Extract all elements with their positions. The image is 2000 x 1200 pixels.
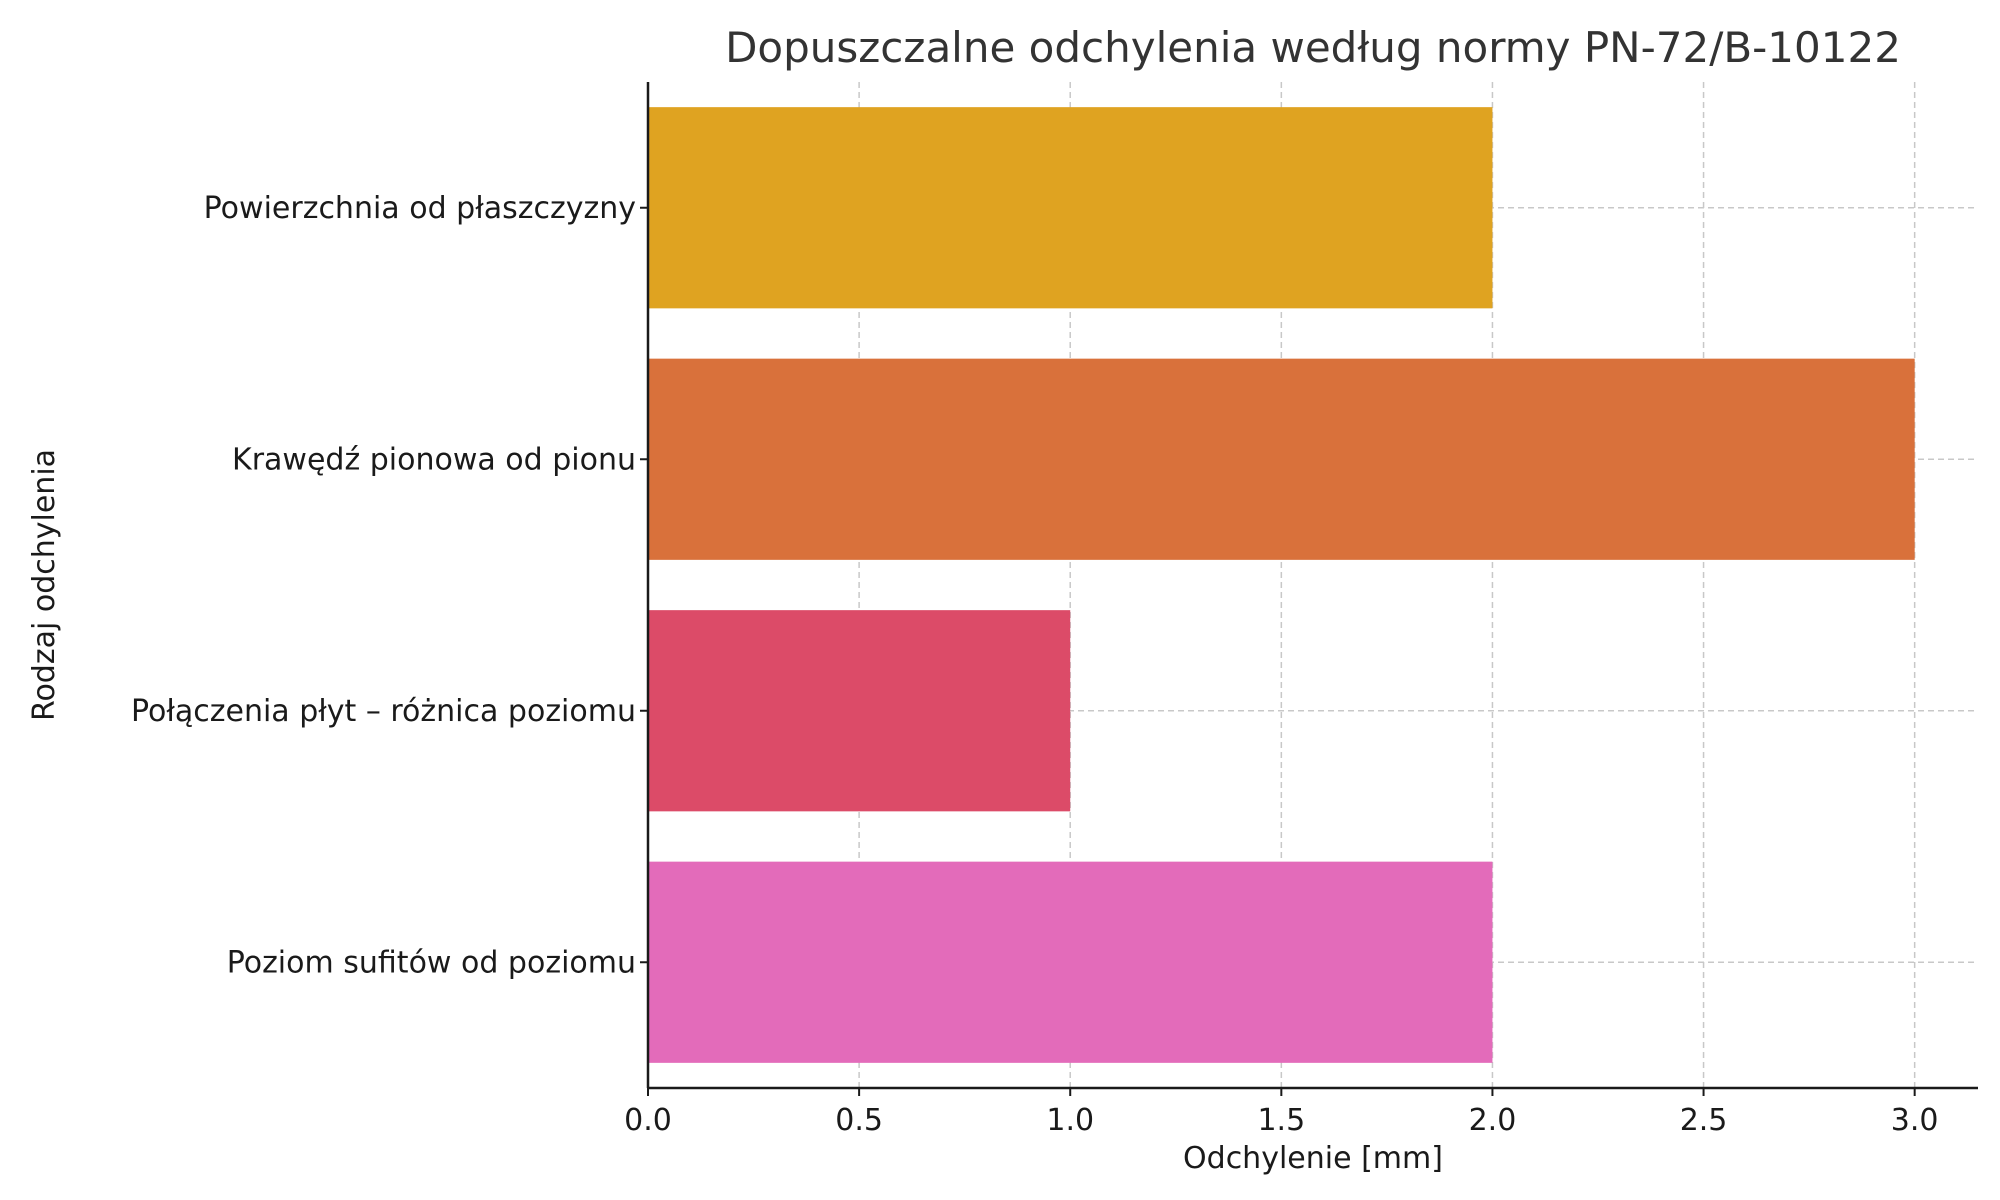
bar <box>648 610 1071 812</box>
y-axis-label: Rodzaj odchylenia <box>27 449 62 721</box>
chart-title: Dopuszczalne odchylenia według normy PN-… <box>725 23 1901 72</box>
bar <box>648 358 1915 560</box>
x-tick-label: 3.0 <box>1891 1103 1939 1138</box>
x-tick-label: 2.0 <box>1469 1103 1517 1138</box>
axis-layer: 0.0 0.5 1.0 1.5 2.0 2.5 3.0 Powierzchnia od pła… <box>131 82 1978 1138</box>
bar <box>648 861 1493 1063</box>
x-tick-label: 2.5 <box>1680 1103 1728 1138</box>
y-tick-label: Poziom sufitów od poziomu <box>227 945 636 980</box>
bar <box>648 107 1493 309</box>
x-tick-label: 0.0 <box>624 1103 672 1138</box>
y-tick-label: Połączenia płyt – różnica poziomu <box>131 694 636 729</box>
x-tick-label: 1.0 <box>1046 1103 1094 1138</box>
bar-layer <box>648 107 1915 1063</box>
x-tick-label: 1.5 <box>1257 1103 1305 1138</box>
y-tick-label: Powierzchnia od płaszczyzny <box>204 191 636 226</box>
x-axis-label: Odchylenie [mm] <box>1183 1141 1443 1176</box>
y-tick-label: Krawędź pionowa od pionu <box>232 442 636 477</box>
x-tick-label: 0.5 <box>835 1103 883 1138</box>
